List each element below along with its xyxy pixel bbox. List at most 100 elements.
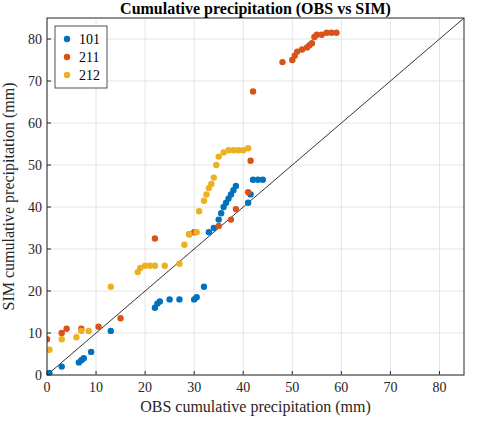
x-tick	[96, 371, 97, 375]
plot-background	[47, 18, 464, 375]
point	[63, 326, 69, 332]
legend-label: 212	[79, 68, 100, 83]
point	[47, 347, 53, 353]
y-tick	[47, 39, 51, 40]
point	[59, 363, 65, 369]
x-axis-label: OBS cumulative precipitation (mm)	[140, 398, 371, 416]
y-tick	[47, 123, 51, 124]
series-0	[47, 177, 266, 376]
legend-marker	[64, 54, 70, 60]
point	[213, 162, 219, 168]
legend: 101 211 212	[55, 26, 107, 88]
x-tick-label: 40	[236, 380, 250, 395]
y-tick-label: 30	[28, 242, 42, 257]
y-tick	[47, 333, 51, 334]
x-tick	[341, 371, 342, 375]
x-tick	[145, 371, 146, 375]
point	[245, 145, 251, 151]
x-tick-label: 60	[334, 380, 348, 395]
point	[81, 355, 87, 361]
y-tick	[47, 165, 51, 166]
point	[247, 158, 253, 164]
point	[218, 210, 224, 216]
point	[228, 216, 234, 222]
x-tick-label: 30	[187, 380, 201, 395]
legend-box	[55, 26, 107, 88]
point	[260, 177, 266, 183]
point	[201, 198, 207, 204]
y-grid-line	[47, 123, 464, 124]
point	[59, 330, 65, 336]
x-tick-label: 80	[432, 380, 446, 395]
x-grid-line	[145, 18, 146, 375]
plot-frame	[47, 18, 464, 375]
x-tick-label: 50	[285, 380, 299, 395]
point	[206, 229, 212, 235]
title: Cumulative precipitation (OBS vs SIM)	[120, 0, 391, 18]
y-grid-line	[47, 291, 464, 292]
y-axis-label: SIM cumulative precipitation (mm)	[0, 83, 18, 311]
x-tick-label: 70	[383, 380, 397, 395]
point	[78, 328, 84, 334]
x-tick-label: 20	[138, 380, 152, 395]
y-grid-line	[47, 81, 464, 82]
point	[216, 216, 222, 222]
x-tick-label: 0	[44, 380, 51, 395]
point	[152, 235, 158, 241]
point	[196, 208, 202, 214]
point	[157, 298, 163, 304]
series-2	[47, 145, 251, 353]
y-tick-label: 50	[28, 158, 42, 173]
x-grid-line	[243, 18, 244, 375]
y-tick	[47, 249, 51, 250]
x-grid-line	[439, 18, 440, 375]
point	[166, 296, 172, 302]
x-grid-line	[292, 18, 293, 375]
legend-marker	[64, 36, 70, 42]
point	[47, 370, 53, 375]
point	[245, 189, 251, 195]
x-tick-label: 10	[89, 380, 103, 395]
legend-marker	[64, 72, 70, 78]
point	[176, 261, 182, 267]
y-grid-line	[47, 165, 464, 166]
chart-svg: 0102030405060708001020304050607080Cumula…	[0, 0, 480, 429]
x-tick	[439, 371, 440, 375]
legend-label: 211	[79, 50, 99, 65]
point	[193, 229, 199, 235]
point	[233, 206, 239, 212]
point	[86, 328, 92, 334]
point	[193, 294, 199, 300]
point	[181, 242, 187, 248]
point	[95, 324, 101, 330]
point	[88, 349, 94, 355]
point	[216, 153, 222, 159]
point	[152, 263, 158, 269]
y-tick	[47, 81, 51, 82]
point	[203, 191, 209, 197]
point	[201, 284, 207, 290]
point	[216, 223, 222, 229]
y-grid-line	[47, 207, 464, 208]
x-tick	[243, 371, 244, 375]
point	[333, 30, 339, 36]
plot-area	[47, 18, 464, 375]
legend-label: 101	[79, 32, 100, 47]
point	[233, 183, 239, 189]
point	[309, 40, 315, 46]
point	[176, 296, 182, 302]
point	[117, 315, 123, 321]
x-tick	[194, 371, 195, 375]
series-1	[47, 30, 340, 343]
point	[211, 174, 217, 180]
point	[279, 59, 285, 65]
y-tick-label: 0	[35, 368, 42, 383]
point	[186, 231, 192, 237]
chart-container: 0102030405060708001020304050607080Cumula…	[0, 0, 480, 429]
x-grid-line	[194, 18, 195, 375]
y-tick-label: 80	[28, 32, 42, 47]
point	[186, 231, 192, 237]
point	[108, 284, 114, 290]
y-tick	[47, 291, 51, 292]
x-tick	[390, 371, 391, 375]
